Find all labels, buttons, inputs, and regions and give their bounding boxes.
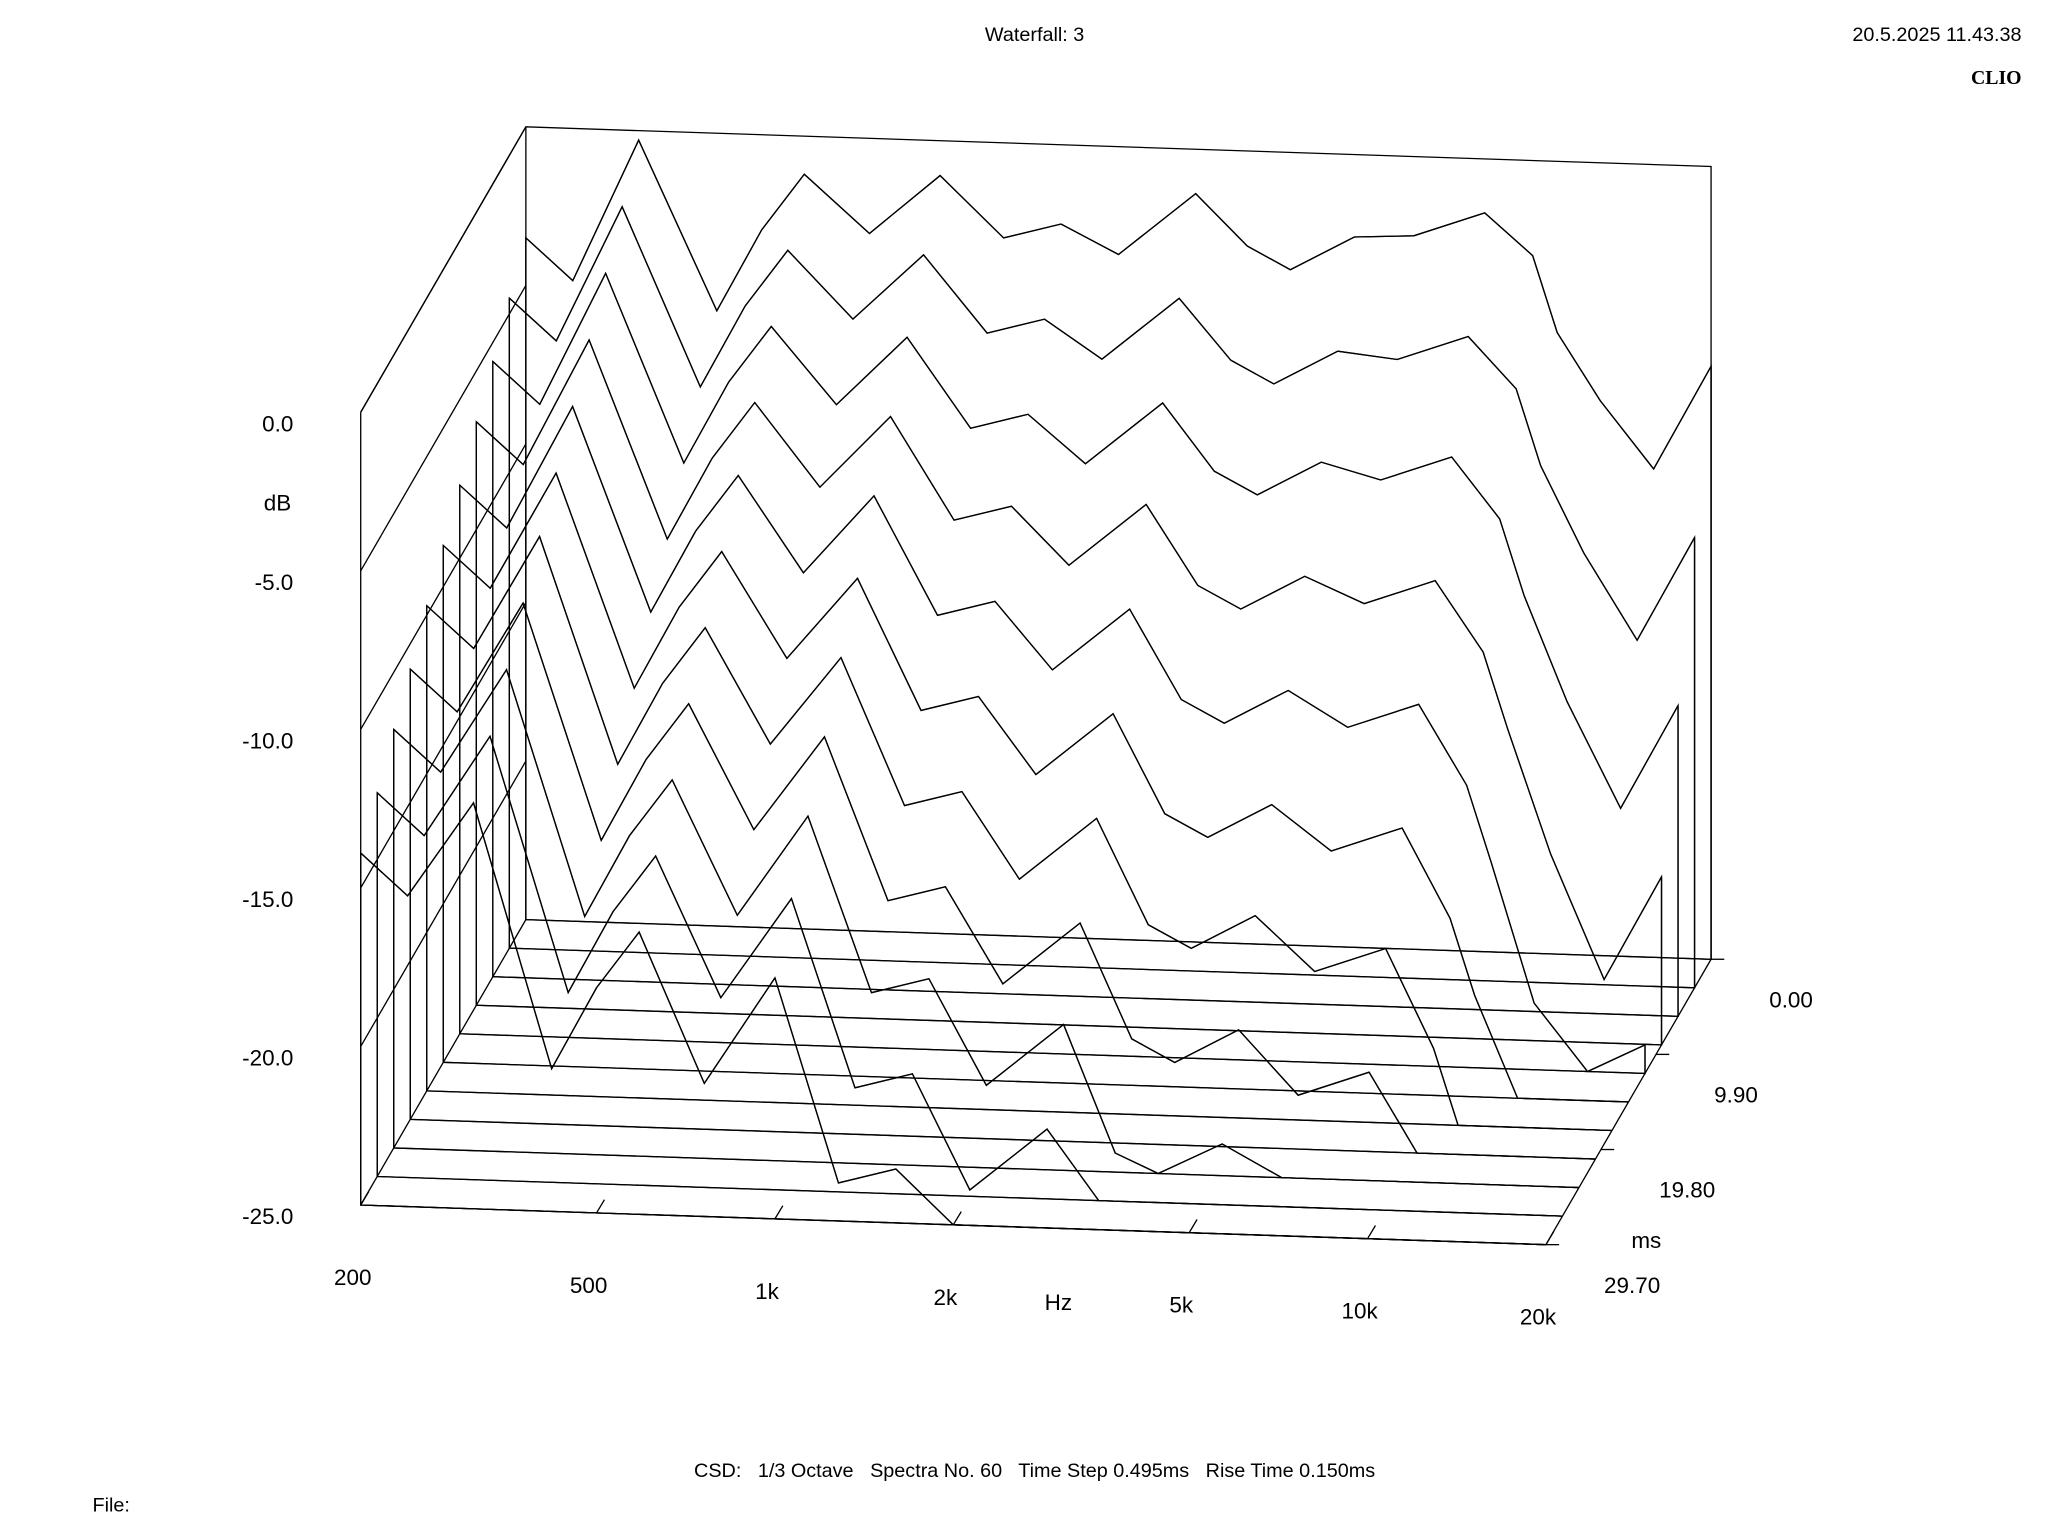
spectrum-line (508, 205, 1696, 642)
spectrum-line (525, 138, 1712, 471)
z-tick-label: 19.80 (1659, 1178, 1715, 1203)
grid-line (360, 285, 527, 572)
slice-floor (376, 792, 1563, 1217)
x-tick-label: 2k (934, 1285, 958, 1310)
slice-mask (409, 601, 1596, 1160)
slice-floor (475, 421, 1663, 1046)
z-tick-label: 0.00 (1769, 987, 1813, 1012)
y-tick-label: -5.0 (255, 570, 294, 595)
slice-floor (508, 298, 1696, 989)
x-tick (952, 1211, 962, 1226)
slice-floor (426, 605, 1612, 1132)
slice-mask (442, 471, 1629, 1103)
box-edge (360, 126, 1712, 960)
y-axis-label: dB (264, 491, 291, 516)
spectrum-line (475, 338, 1663, 982)
x-tick-label: 200 (334, 1265, 371, 1290)
x-axis-label: Hz (1045, 1290, 1072, 1315)
slice-floor (492, 361, 1679, 1018)
grid-line (360, 126, 527, 413)
y-tick-label: -20.0 (242, 1046, 293, 1071)
x-tick (1188, 1219, 1198, 1234)
box-edge (360, 412, 1712, 1246)
spectrum-line (492, 271, 1679, 810)
x-tick-label: 5k (1169, 1293, 1193, 1318)
spectrum-line (409, 601, 1596, 1160)
x-tick-label: 10k (1341, 1299, 1378, 1324)
file-label: File: (92, 1495, 129, 1517)
brand: CLIO (1971, 67, 2022, 89)
slice-mask (475, 338, 1663, 1046)
slice-floor (525, 237, 1712, 960)
x-tick-label: 500 (570, 1273, 607, 1298)
spectrum-line (459, 404, 1646, 1073)
z-tick-label: 9.90 (1714, 1083, 1758, 1108)
spectrum-line (442, 471, 1629, 1103)
slice-floor (442, 545, 1629, 1103)
x-tick-label: 20k (1520, 1305, 1557, 1330)
slice-mask (492, 271, 1679, 1018)
chart-title: Waterfall: 3 (985, 24, 1084, 46)
footer: CSD: 1/3 Octave Spectra No. 60 Time Step… (694, 1460, 1375, 1482)
x-tick (774, 1205, 784, 1220)
slice-floor (393, 729, 1579, 1189)
x-tick-label: 1k (755, 1279, 779, 1304)
slice-floor (360, 853, 1546, 1246)
y-tick-label: 0.0 (262, 411, 293, 436)
slice-floor (409, 669, 1596, 1160)
spectrum-line (376, 734, 1563, 1217)
slice-mask (376, 734, 1563, 1217)
x-tick (360, 1191, 370, 1206)
timestamp: 20.5.2025 11.43.38 (1852, 24, 2021, 46)
y-tick-label: -10.0 (242, 729, 293, 754)
y-tick-label: -25.0 (242, 1204, 293, 1229)
slice-floor (459, 485, 1646, 1075)
spectrum-line (426, 534, 1612, 1132)
x-tick (1545, 1231, 1555, 1245)
slice-mask (525, 138, 1712, 960)
x-tick (1366, 1225, 1377, 1240)
z-axis-label: ms (1631, 1228, 1661, 1253)
y-tick-label: -15.0 (242, 887, 293, 912)
z-tick-label: 29.70 (1604, 1273, 1660, 1298)
x-tick (595, 1199, 606, 1214)
